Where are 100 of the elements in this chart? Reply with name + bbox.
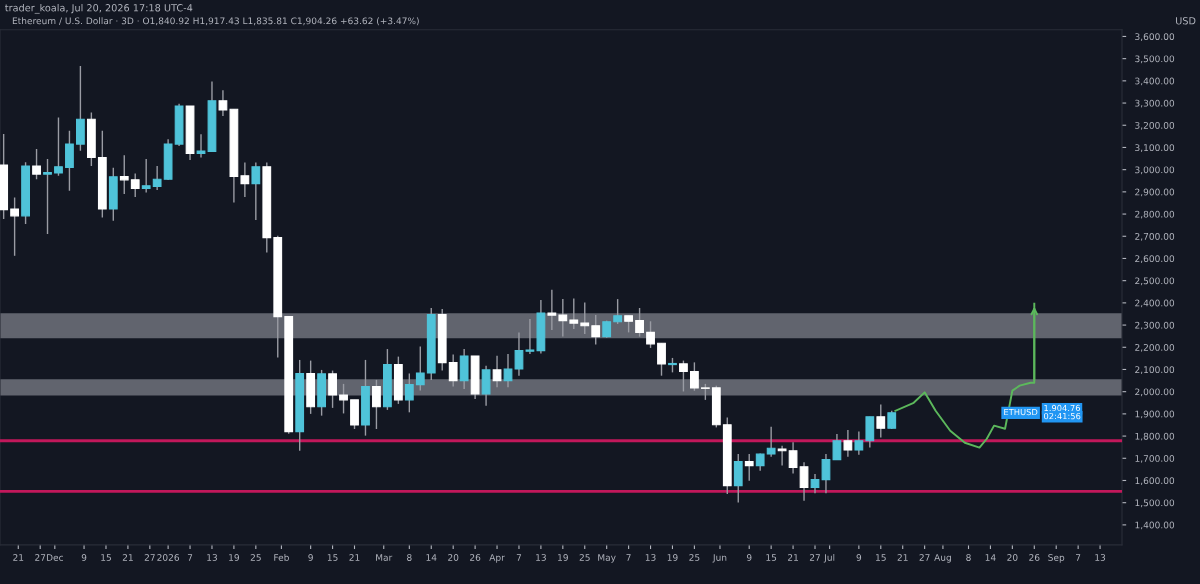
x-tick-label: 13 [645,554,656,561]
x-tick-label: Sep [1048,554,1065,563]
candlestick [690,361,699,392]
candlestick [887,410,897,430]
candlestick [821,453,831,495]
x-tick-label: 19 [229,554,240,561]
candlestick [492,355,502,388]
candlestick [810,473,820,495]
x-tick-label: 15 [327,554,338,561]
y-tick-label: 1,900.00 [1135,410,1175,419]
x-tick-label: 26 [1029,554,1040,561]
candlestick [865,416,875,449]
y-tick-label: 3,400.00 [1135,77,1175,86]
y-tick-label: 3,300.00 [1135,99,1175,108]
candlestick [525,318,535,355]
x-tick-label: 27 [809,554,820,561]
candlestick [328,369,337,409]
candlestick [832,433,842,461]
line-series [894,302,1036,449]
candlestick [635,307,644,338]
x-tick-label: 9 [746,554,752,561]
x-tick-label: 7 [626,554,631,561]
candlestick [733,453,743,504]
candlestick [514,331,524,377]
y-tick-label: 2,900.00 [1135,188,1175,197]
annotation: ETHUSD [1004,408,1038,416]
x-tick-label: 21 [787,554,798,561]
y-tick-label: 2,800.00 [1135,210,1175,219]
x-tick-label: 25 [689,554,700,561]
x-tick-label: 13 [1095,554,1106,561]
x-tick-label: 14 [426,554,437,561]
y-axis-title: USD [1176,17,1196,25]
candlestick [613,298,623,325]
candlestick [415,345,425,392]
candlestick [876,403,886,439]
candlestick [130,172,140,198]
chart-title: Ethereum / U.S. Dollar · 3D · O1,840.92 H1,917.43 L1,835.81 C1,904.26 +63.62 (+3.47%) [12,17,419,26]
y-tick-label: 2,200.00 [1135,344,1175,352]
x-tick-label: 9 [308,554,313,561]
x-tick-label: 13 [207,554,217,561]
y-tick-label: 1,500.00 [1135,499,1175,508]
y-tick-label: 1,400.00 [1135,521,1175,530]
candlestick [558,298,568,338]
x-tick-label: 25 [250,554,261,561]
candlestick [580,301,590,335]
candlestick [152,165,162,191]
candlestick [240,161,250,198]
candlestick [251,161,261,221]
candlestick [591,314,601,346]
annotation: 02:41:56 [1044,412,1081,420]
y-tick-label: 2,300.00 [1135,321,1175,330]
x-tick-label: 15 [766,554,777,561]
candlestick [646,320,655,349]
y-tick-label: 2,000.00 [1135,388,1175,397]
candlestick [777,444,787,467]
x-tick-label: 8 [966,554,971,561]
annotation: 1,904.76 [1044,404,1081,413]
x-tick-label: 25 [579,554,590,561]
x-tick-label: 15 [876,554,886,561]
x-tick-label: 8 [407,554,412,561]
candlestick [372,379,381,430]
candlestick [339,383,348,415]
x-tick-label: 21 [122,554,133,561]
x-tick-label: Jul [823,553,835,563]
y-tick-label: 3,600.00 [1135,33,1175,41]
x-tick-label: Mar [376,554,393,561]
x-tick-label: 7 [1076,554,1081,561]
y-tick-label: 3,000.00 [1135,166,1175,175]
candlestick [196,133,206,159]
candlestick [569,297,579,330]
x-tick-label: 15 [101,554,111,561]
x-tick-label: 19 [558,554,568,561]
x-tick-label: Aug [934,554,951,563]
y-tick-label: 2,500.00 [1135,277,1175,286]
candlestick [854,430,864,456]
candlestick [547,289,557,331]
candlestick [657,342,666,377]
candlestick [141,158,151,194]
candlestick [799,461,809,502]
x-tick-label: 27 [144,554,155,561]
x-tick-label: 27 [919,554,930,561]
x-tick-label: Apr [489,554,505,563]
candlestick [744,453,754,482]
x-tick-label: 21 [13,554,24,561]
x-tick-label: 9 [856,554,862,561]
candlestick [404,372,414,414]
y-tick-label: 2,400.00 [1135,299,1175,308]
x-tick-label: 9 [81,554,87,561]
candlestick [481,365,491,407]
candlestick [448,353,458,388]
y-tick-label: 3,500.00 [1135,55,1175,64]
candlestick [503,353,513,388]
candlestick [766,426,776,458]
y-tick-label: 1,700.00 [1135,455,1175,463]
candlestick [32,148,41,180]
y-tick-label: 2,700.00 [1135,232,1175,241]
y-tick-label: 1,800.00 [1135,432,1175,441]
y-tick-label: 1,600.00 [1135,477,1175,485]
x-tick-label: 13 [536,554,546,561]
chart-subtitle: trader_koala, Jul 20, 2026 17:18 UTC-4 [5,3,193,14]
